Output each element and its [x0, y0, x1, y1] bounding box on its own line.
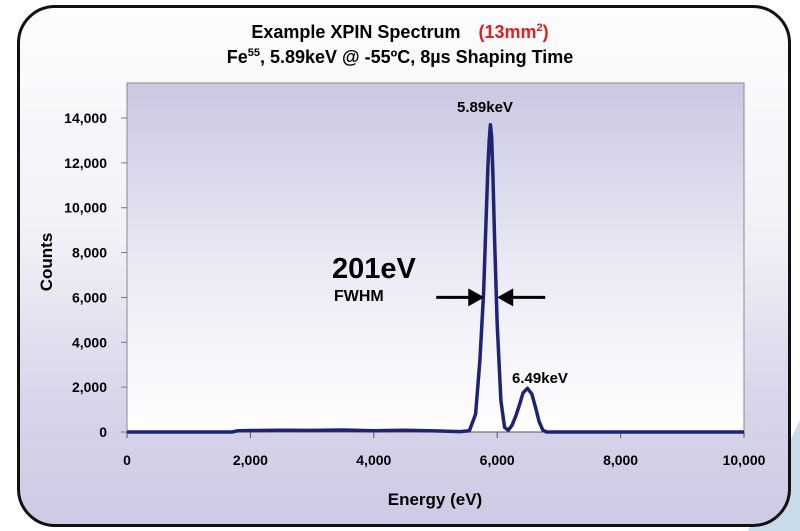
subtitle-isotope: 55 [247, 47, 260, 59]
y-tick-label: 10,000 [64, 200, 107, 216]
y-tick-label: 6,000 [72, 289, 107, 305]
fwhm-value: 201eV [332, 253, 417, 285]
x-axis-label: Energy (eV) [388, 490, 482, 509]
y-tick-label: 14,000 [64, 110, 107, 126]
y-tick-label: 12,000 [64, 155, 107, 171]
subtitle-element: Fe [226, 47, 248, 67]
x-axis: 0 2,000 4,000 6,000 8,000 10,000 [123, 431, 766, 468]
chart-subtitle: Fe55, 5.89keV @ -55ºC, 8µs Shaping Time [0, 47, 800, 68]
y-axis: 0 2,000 4,000 6,000 8,000 10,000 12,000 14,000 [64, 110, 127, 440]
y-tick-label: 2,000 [72, 379, 107, 395]
fwhm-right-arrow-icon [497, 288, 514, 307]
x-tick-label: 0 [123, 452, 131, 468]
chart-title-main: Example XPIN Spectrum [251, 22, 461, 42]
y-tick-label: 8,000 [72, 245, 107, 261]
area-superscript: 2 [536, 22, 543, 34]
y-tick-label: 4,000 [72, 334, 107, 350]
fwhm-left-arrow-icon [468, 288, 485, 307]
area-value: (13mm [478, 22, 537, 42]
subtitle-conditions: , 5.89keV @ -55ºC, 8µs Shaping Time [259, 47, 574, 67]
chart-title-area: (13mm2) [478, 22, 548, 42]
x-tick-label: 8,000 [603, 452, 638, 468]
plot-area [126, 82, 745, 433]
x-tick-label: 2,000 [233, 452, 268, 468]
series-line-fe55-spectrum [127, 122, 744, 434]
x-tick-label: 4,000 [356, 452, 391, 468]
annotation-peak-589: 5.89keV [457, 99, 513, 116]
area-close-paren: ) [542, 22, 549, 42]
x-tick-label: 10,000 [723, 452, 766, 468]
y-axis-label: Counts [37, 233, 56, 292]
annotation-peak-649: 6.49keV [512, 370, 568, 387]
y-tick-label: 0 [99, 424, 107, 440]
x-tick-label: 6,000 [480, 452, 515, 468]
chart-title: Example XPIN Spectrum (13mm2) [0, 22, 800, 43]
fwhm-label: FWHM [334, 288, 384, 305]
fwhm-arrows [436, 288, 546, 307]
